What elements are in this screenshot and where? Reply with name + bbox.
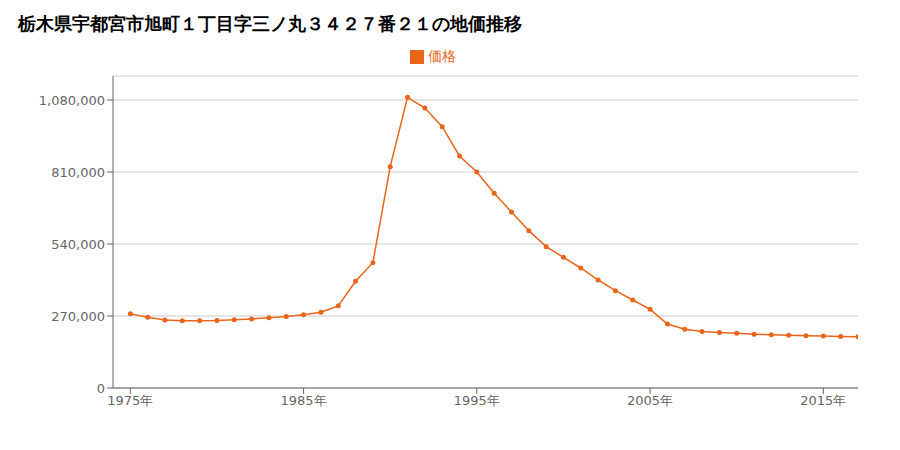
svg-text:540,000: 540,000: [51, 237, 105, 252]
svg-text:1995年: 1995年: [454, 393, 500, 408]
svg-text:270,000: 270,000: [51, 309, 105, 324]
svg-text:1,080,000: 1,080,000: [39, 93, 105, 108]
svg-text:2005年: 2005年: [627, 393, 673, 408]
html-text:栃木県宇都宮市旭町１丁目字三ノ丸３４２７番２１の地価推移: 栃木県宇都宮市旭町１丁目字三ノ丸３４２７番２１の地価推移: [18, 13, 522, 34]
html-text:価格: 価格: [428, 48, 456, 64]
svg-text:1975年: 1975年: [107, 393, 153, 408]
svg-text:810,000: 810,000: [51, 165, 105, 180]
svg-text:1985年: 1985年: [281, 393, 327, 408]
svg-text:0: 0: [97, 381, 105, 396]
svg-text:2015年: 2015年: [800, 393, 846, 408]
